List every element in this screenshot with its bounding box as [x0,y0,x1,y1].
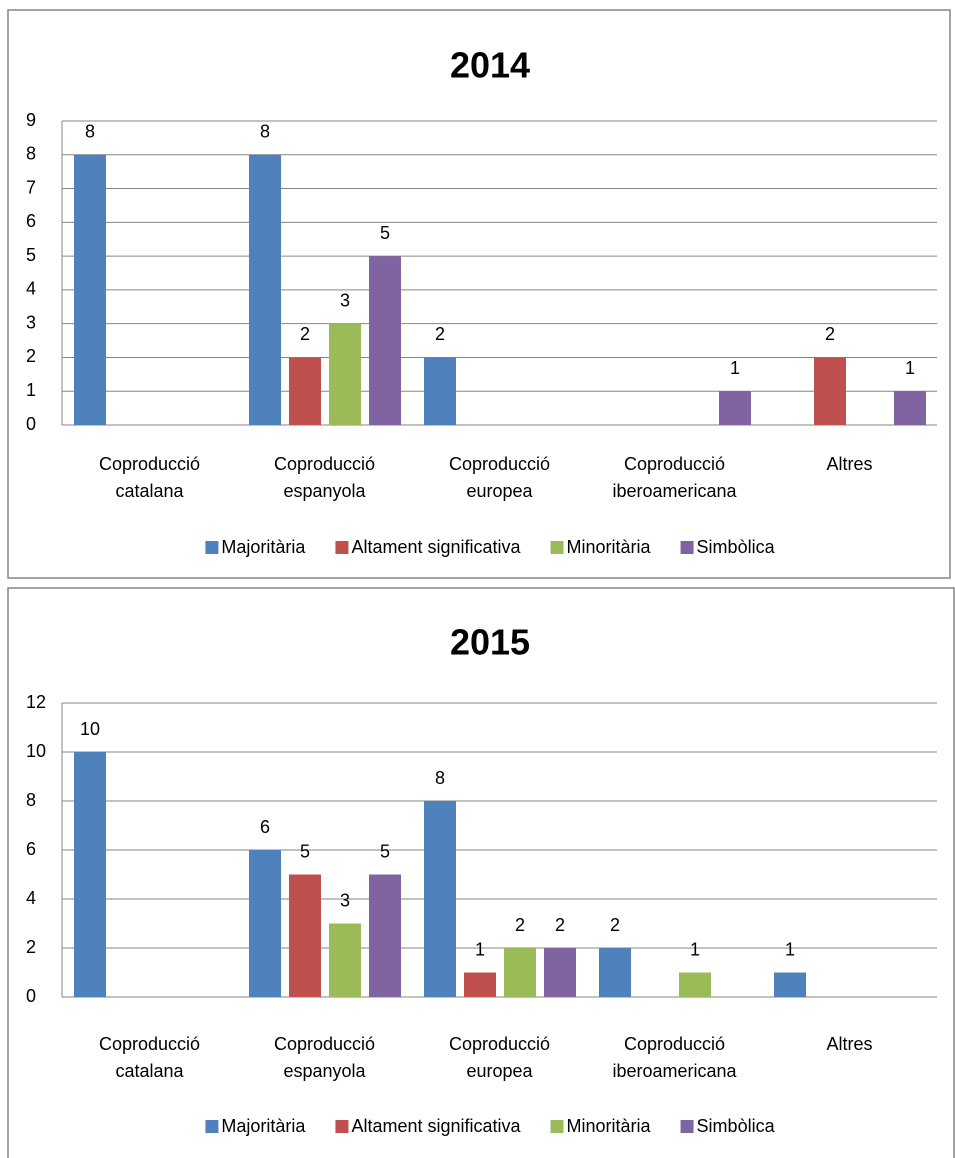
bar [464,972,496,997]
legend-label: Altament significativa [351,537,521,557]
chart-title: 2015 [450,622,530,663]
y-tick-label: 4 [26,279,36,299]
data-label: 10 [80,719,100,739]
x-tick-label: Coproducció espanyola [274,1034,375,1081]
data-label: 2 [555,915,565,935]
bar [544,948,576,997]
data-label: 2 [300,324,310,344]
bar [329,323,361,425]
bar [329,923,361,997]
x-tick-label: Altres [826,454,872,474]
data-label: 2 [610,915,620,935]
data-label: 1 [730,358,740,378]
bar [424,801,456,997]
data-label: 2 [435,324,445,344]
y-tick-label: 0 [26,414,36,434]
x-tick-label: Altres [826,1034,872,1054]
data-label: 5 [380,223,390,243]
data-label: 8 [85,122,95,142]
y-tick-label: 6 [26,211,36,231]
x-tick-label: Coproducció europea [449,1034,550,1081]
bar [289,357,321,425]
data-label: 1 [475,939,485,959]
x-tick-label: Coproducció europea [449,454,550,501]
legend-label: Minoritària [567,1116,652,1136]
y-tick-label: 12 [26,692,46,712]
data-label: 1 [785,939,795,959]
legend: Majoritària Altament significativa Minorit… [205,537,776,557]
y-tick-label: 4 [26,888,36,908]
legend-swatch [335,541,349,554]
bar [249,154,281,425]
bar [504,948,536,997]
y-tick-label: 1 [26,380,36,400]
legend-swatch [680,1120,694,1133]
bar [719,391,751,425]
chart-frame [7,9,951,579]
y-tick-label: 9 [26,110,36,130]
x-tick-label: Coproducció catalana [99,1034,200,1081]
legend-swatch [335,1120,349,1133]
data-label: 1 [905,358,915,378]
y-tick-label: 0 [26,986,36,1006]
data-label: 8 [260,122,270,142]
bar [679,972,711,997]
legend-swatch [680,541,694,554]
legend-label: Altament significativa [351,1116,521,1136]
bar [289,874,321,997]
data-label: 8 [435,768,445,788]
data-label: 2 [825,324,835,344]
data-label: 2 [515,915,525,935]
data-label: 1 [690,939,700,959]
y-tick-label: 8 [26,144,36,164]
legend-swatch [550,541,564,554]
x-tick-label: Coproducció espanyola [274,454,375,501]
y-tick-label: 5 [26,245,36,265]
bar [894,391,926,425]
y-tick-label: 8 [26,790,36,810]
bar [74,154,106,425]
legend-label: Majoritària [221,537,306,557]
data-label: 3 [340,890,350,910]
data-label: 5 [380,841,390,861]
legend-swatch [205,1120,219,1133]
data-label: 3 [340,290,350,310]
y-tick-label: 7 [26,177,36,197]
x-tick-label: Coproducció iberoamericana [612,454,737,501]
bar [774,972,806,997]
legend-label: Simbòlica [697,1116,776,1136]
chart-title: 2014 [450,45,530,86]
bar [249,850,281,997]
data-label: 6 [260,817,270,837]
legend-label: Majoritària [221,1116,306,1136]
x-tick-label: Coproducció catalana [99,454,200,501]
legend: Majoritària Altament significativa Minorit… [205,1116,776,1136]
legend-label: Simbòlica [697,537,776,557]
y-tick-label: 2 [26,937,36,957]
y-tick-label: 10 [26,741,46,761]
y-tick-label: 3 [26,312,36,332]
data-label: 5 [300,841,310,861]
bar [599,948,631,997]
bar [424,357,456,425]
bar [814,357,846,425]
bar [74,752,106,997]
y-tick-label: 2 [26,346,36,366]
y-tick-label: 6 [26,839,36,859]
bar [369,256,401,425]
legend-swatch [205,541,219,554]
bar [369,874,401,997]
x-tick-label: Coproducció iberoamericana [612,1034,737,1081]
chart-frame [7,587,955,1158]
legend-label: Minoritària [567,537,652,557]
legend-swatch [550,1120,564,1133]
